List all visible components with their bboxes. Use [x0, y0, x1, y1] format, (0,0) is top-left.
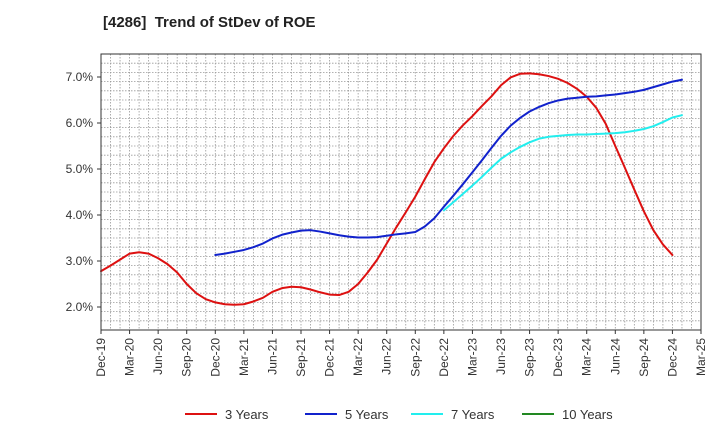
- y-tick-label: 5.0%: [66, 162, 94, 176]
- x-tick-label: Sep-21: [294, 338, 308, 377]
- chart-title: [4286] Trend of StDev of ROE: [103, 14, 316, 31]
- y-axis: 2.0% 3.0% 4.0% 5.0% 6.0% 7.0%: [66, 70, 101, 314]
- plot-border: [100, 53, 702, 331]
- legend-label: 7 Years: [451, 407, 495, 422]
- x-tick-label: Mar-22: [351, 338, 365, 376]
- x-tick-label: Mar-21: [237, 338, 251, 376]
- x-tick-label: Dec-22: [437, 338, 451, 377]
- x-tick-label: Jun-22: [380, 338, 394, 375]
- x-tick-label: Mar-24: [580, 338, 594, 376]
- x-tick-label: Jun-23: [494, 338, 508, 375]
- x-tick-label: Mar-20: [123, 338, 137, 376]
- legend: 3 Years 5 Years 7 Years 10 Years: [185, 407, 613, 422]
- y-tick-label: 4.0%: [66, 208, 94, 222]
- x-tick-label: Sep-23: [523, 338, 537, 377]
- x-tick-label: Jun-24: [608, 338, 622, 375]
- x-tick-label: Dec-21: [323, 338, 337, 377]
- legend-label: 5 Years: [345, 407, 389, 422]
- x-tick-label: Mar-23: [465, 338, 479, 376]
- y-tick-label: 7.0%: [66, 70, 94, 84]
- x-tick-label: Dec-20: [208, 338, 222, 377]
- x-tick-label: Sep-22: [408, 338, 422, 377]
- legend-label: 3 Years: [225, 407, 269, 422]
- x-tick-label: Jun-20: [151, 338, 165, 375]
- series-line-5-years: [214, 78, 683, 257]
- x-tick-label: Dec-19: [94, 338, 108, 377]
- x-tick-label: Jun-21: [265, 338, 279, 375]
- x-tick-label: Mar-25: [694, 338, 708, 376]
- legend-label: 10 Years: [562, 407, 613, 422]
- x-tick-label: Dec-23: [551, 338, 565, 377]
- y-tick-label: 3.0%: [66, 254, 94, 268]
- y-tick-label: 2.0%: [66, 300, 94, 314]
- x-tick-label: Sep-24: [637, 338, 651, 377]
- series-line-7-years: [442, 114, 683, 212]
- x-tick-label: Sep-20: [180, 338, 194, 377]
- x-tick-label: Dec-24: [665, 338, 679, 377]
- grid-layer: [100, 53, 702, 331]
- x-axis: Dec-19 Mar-20 Jun-20 Sep-20 Dec-20 Mar-21 Jun-…: [94, 330, 708, 377]
- series-line-3-years: [100, 72, 674, 306]
- series-layer: [100, 72, 683, 306]
- plot-frame: [100, 53, 702, 331]
- y-tick-label: 6.0%: [66, 116, 94, 130]
